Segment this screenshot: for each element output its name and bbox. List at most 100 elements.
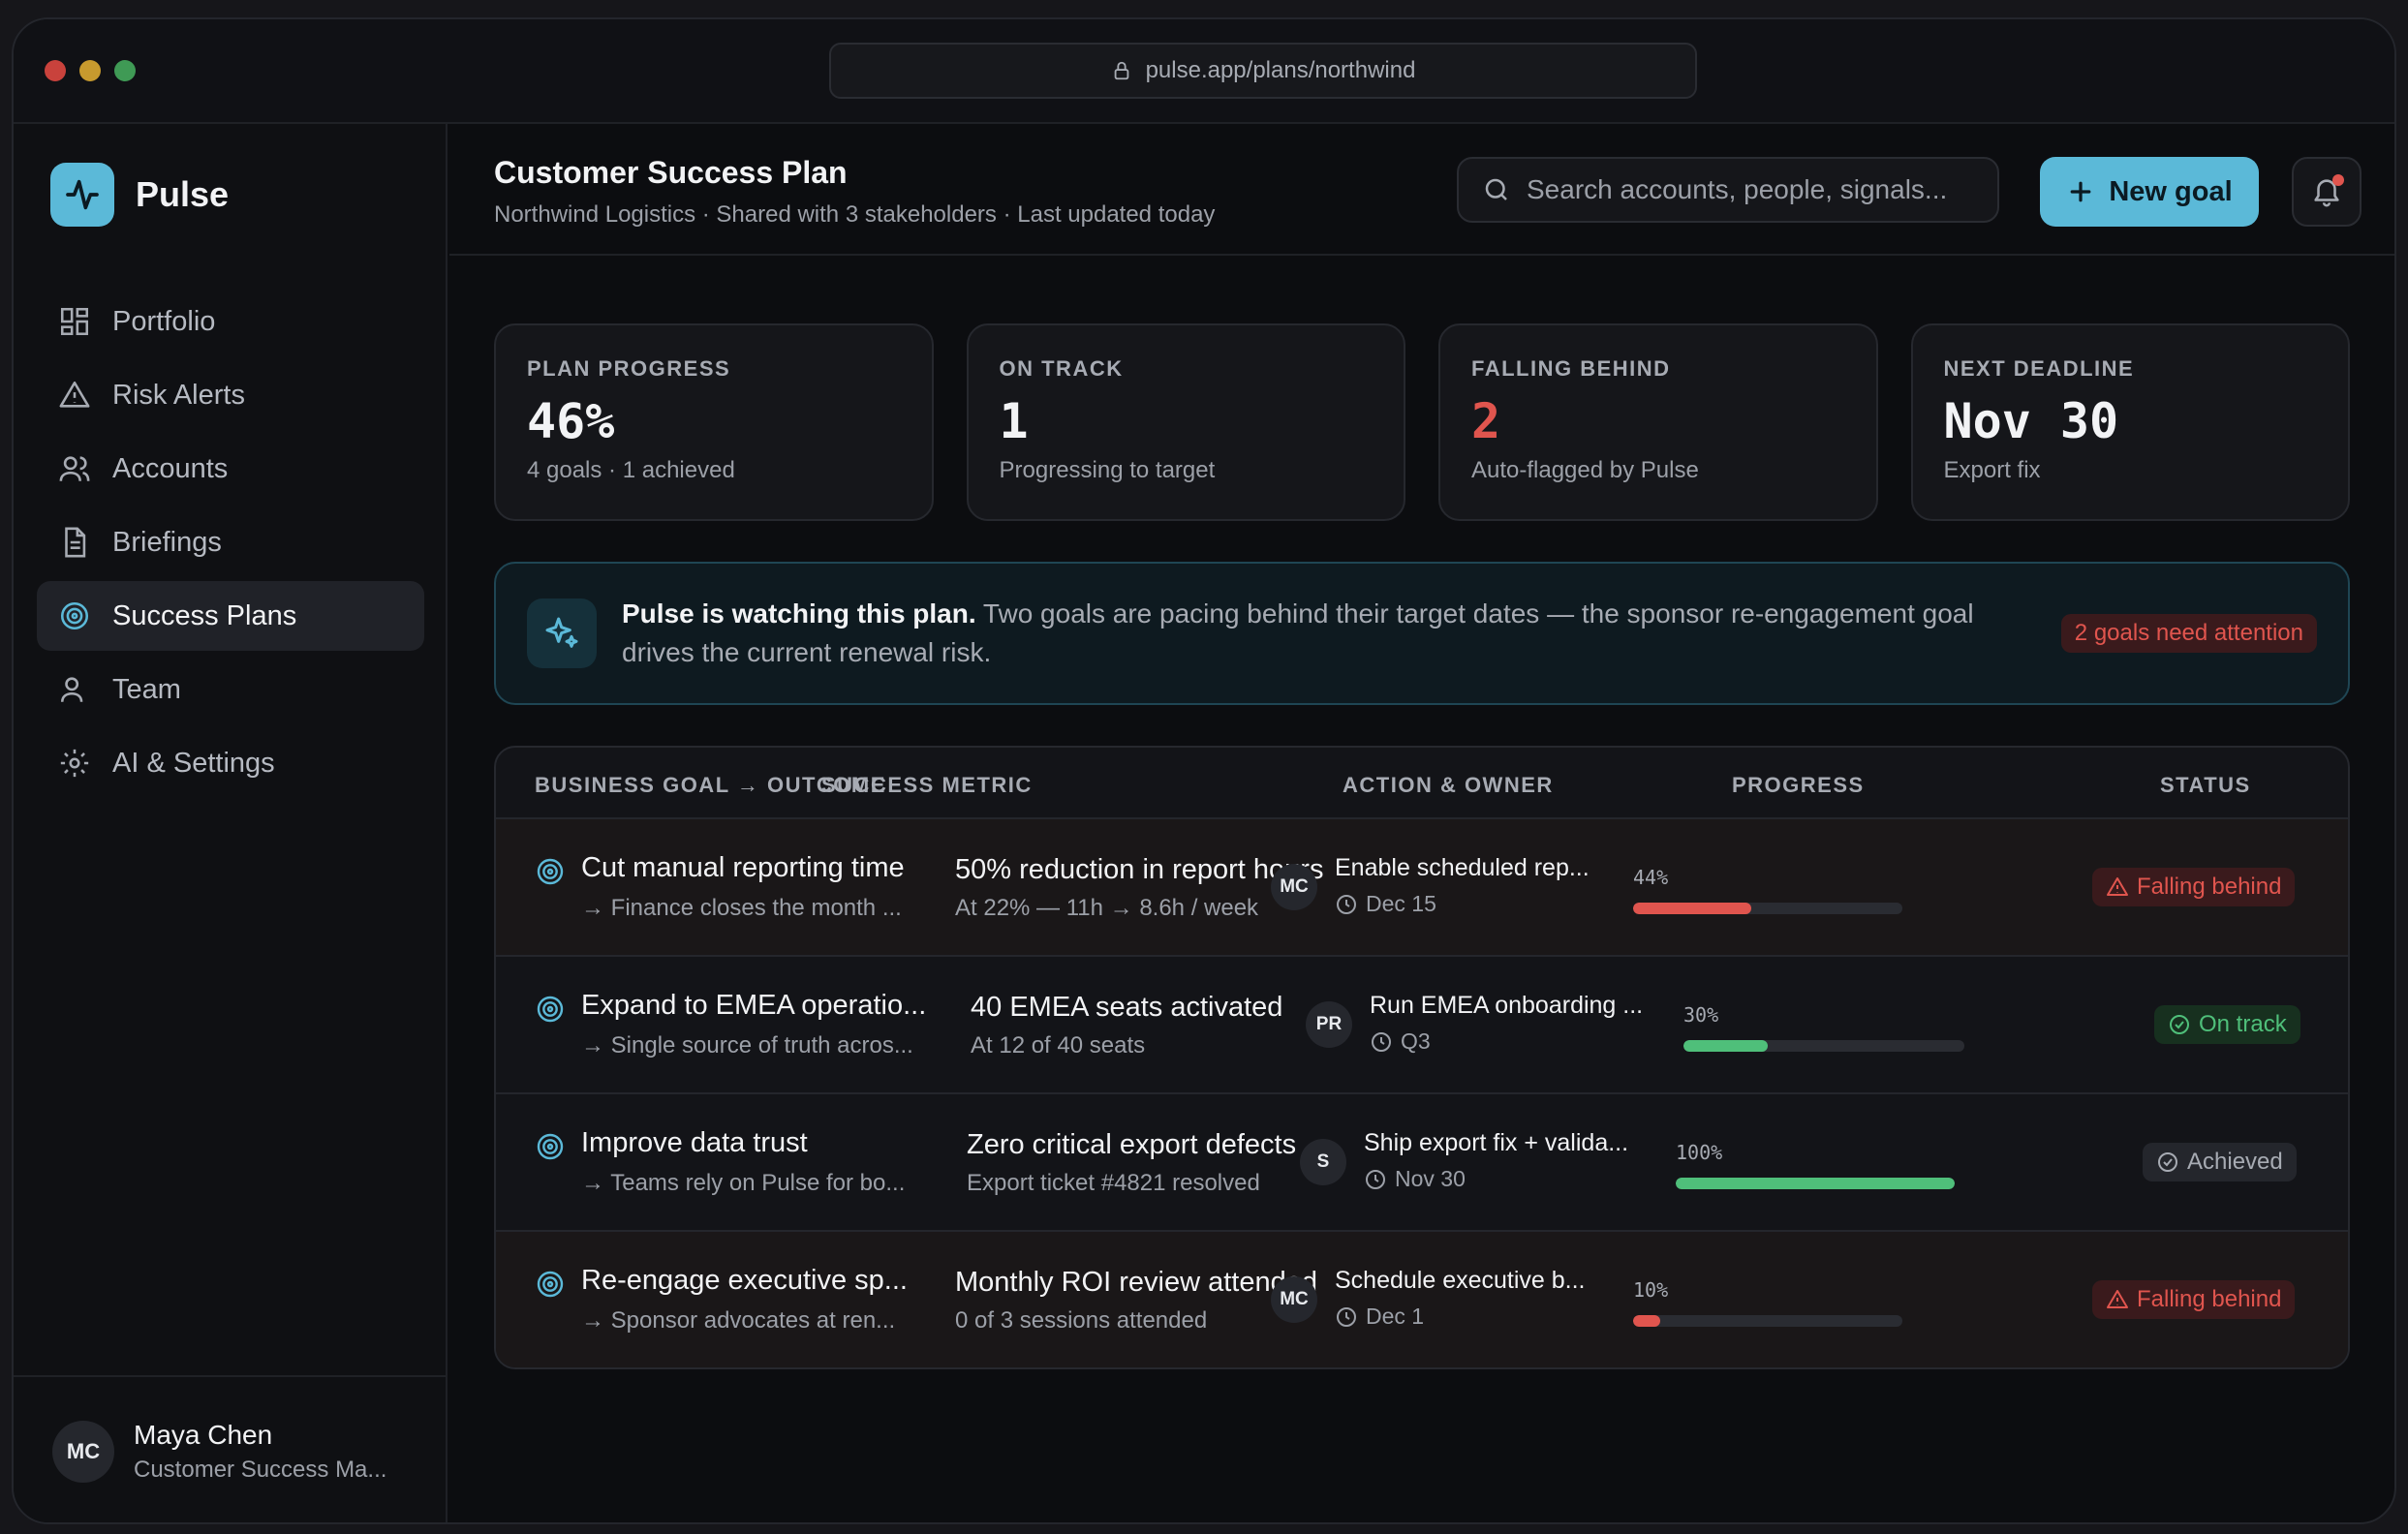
stats-row: PLAN PROGRESS 46% 4 goals · 1 achieved O… — [494, 323, 2350, 521]
goal-title: Re-engage executive sp... — [581, 1265, 908, 1296]
sidebar-item-briefings[interactable]: Briefings — [37, 507, 424, 577]
goals-table: BUSINESS GOAL → OUTCOME SUCCESS METRIC A… — [494, 746, 2350, 1369]
status-badge: Falling behind — [2092, 1280, 2296, 1319]
stat-card-next-deadline: NEXT DEADLINE Nov 30 Export fix — [1910, 323, 2350, 521]
action-due: Dec 15 — [1335, 891, 1436, 917]
notifications-button[interactable] — [2292, 157, 2362, 227]
progress-bar-fill — [1633, 1315, 1660, 1327]
user-profile[interactable]: MC Maya Chen Customer Success Ma... — [14, 1375, 446, 1522]
check-circle-icon — [2170, 1015, 2189, 1034]
action-title: Schedule executive b... — [1335, 1267, 1586, 1294]
stat-label: PLAN PROGRESS — [527, 356, 731, 381]
column-header-progress[interactable]: PROGRESS — [1732, 773, 1865, 797]
notification-dot — [2332, 174, 2344, 186]
due-date: Nov 30 — [1395, 1166, 1466, 1191]
sidebar-item-risk-alerts[interactable]: Risk Alerts — [37, 360, 424, 430]
page-title: Customer Success Plan — [494, 155, 848, 190]
search-icon — [1485, 178, 1507, 200]
goal-title: Cut manual reporting time — [581, 852, 905, 883]
column-header-goal[interactable]: BUSINESS GOAL → OUTCOME — [535, 773, 886, 797]
action-due: Q3 — [1370, 1028, 1431, 1055]
column-header-metric[interactable]: SUCCESS METRIC — [821, 773, 1033, 797]
metric-sub: At 22% — 11h → 8.6h / week — [955, 895, 1259, 921]
user-name: Maya Chen — [134, 1420, 273, 1450]
new-goal-button[interactable]: New goal — [2040, 157, 2259, 227]
column-header-status[interactable]: STATUS — [2160, 773, 2251, 797]
clock-icon — [1337, 1306, 1356, 1327]
sidebar-nav: Portfolio Risk Alerts Accounts Briefings… — [37, 287, 424, 802]
sidebar-item-portfolio[interactable]: Portfolio — [37, 287, 424, 356]
user-icon — [60, 677, 83, 702]
sidebar: Pulse Portfolio Risk Alerts Accounts Bri… — [14, 124, 448, 1522]
progress-bar-fill — [1683, 1040, 1768, 1052]
status-badge: Achieved — [2143, 1143, 2297, 1181]
action-due: Nov 30 — [1364, 1166, 1466, 1192]
maximize-window-button[interactable] — [114, 60, 136, 81]
search-box[interactable] — [1457, 157, 1999, 223]
stat-value: 1 — [999, 393, 1029, 449]
check-circle-icon — [2158, 1152, 2177, 1172]
insight-body: Two goals are pacing behind their target… — [622, 598, 1974, 667]
close-window-button[interactable] — [45, 60, 66, 81]
sidebar-item-ai-settings[interactable]: AI & Settings — [37, 728, 424, 798]
goal-outcome: → Sponsor advocates at ren... — [581, 1307, 896, 1334]
metric-title: 50% reduction in report hours — [955, 854, 1324, 885]
stat-sub: 4 goals · 1 achieved — [527, 457, 735, 483]
sidebar-item-success-plans[interactable]: Success Plans — [37, 581, 424, 651]
avatar: MC — [52, 1421, 114, 1483]
sidebar-item-accounts[interactable]: Accounts — [37, 434, 424, 504]
sparkle-icon — [527, 598, 597, 668]
search-input[interactable] — [1527, 174, 1997, 205]
progress-percent: 44% — [1633, 866, 1669, 889]
sidebar-item-label: Success Plans — [112, 599, 297, 631]
due-date: Dec 1 — [1366, 1304, 1425, 1329]
plus-icon — [2070, 181, 2091, 202]
column-header-action[interactable]: ACTION & OWNER — [1343, 773, 1554, 797]
document-icon — [65, 527, 86, 558]
progress-percent: 30% — [1683, 1003, 1719, 1027]
stat-value: 46% — [527, 393, 615, 449]
table-row[interactable]: Improve data trust → Teams rely on Pulse… — [496, 1094, 2348, 1232]
clock-icon — [1337, 894, 1356, 914]
metric-sub: 0 of 3 sessions attended — [955, 1307, 1208, 1334]
metric-title: Zero critical export defects — [967, 1129, 1297, 1160]
attention-badge[interactable]: 2 goals need attention — [2060, 614, 2317, 653]
warning-icon — [59, 381, 90, 408]
progress-bar — [1676, 1178, 1955, 1189]
metric-sub: At 12 of 40 seats — [971, 1032, 1146, 1058]
stat-card-plan-progress: PLAN PROGRESS 46% 4 goals · 1 achieved — [494, 323, 934, 521]
progress-bar-fill — [1676, 1178, 1955, 1189]
sidebar-item-team[interactable]: Team — [37, 655, 424, 724]
table-row[interactable]: Cut manual reporting time → Finance clos… — [496, 819, 2348, 957]
ai-insight-banner: Pulse is watching this plan. Two goals a… — [494, 562, 2350, 705]
stat-value: Nov 30 — [1943, 393, 2119, 449]
table-row[interactable]: Expand to EMEA operatio... → Single sour… — [496, 957, 2348, 1094]
stat-label: ON TRACK — [999, 356, 1124, 381]
goal-outcome: → Single source of truth acros... — [581, 1032, 913, 1058]
sidebar-item-label: AI & Settings — [112, 747, 275, 779]
stat-label: NEXT DEADLINE — [1943, 356, 2135, 381]
status-badge: Falling behind — [2092, 868, 2296, 906]
due-date: Q3 — [1401, 1028, 1431, 1054]
status-label: Falling behind — [2137, 1286, 2282, 1312]
brand-name: Pulse — [136, 174, 230, 214]
stat-card-on-track: ON TRACK 1 Progressing to target — [966, 323, 1405, 521]
lock-icon — [1114, 61, 1128, 80]
progress-percent: 10% — [1633, 1278, 1669, 1302]
minimize-window-button[interactable] — [79, 60, 101, 81]
owner-avatar: S — [1300, 1139, 1346, 1185]
metric-sub: Export ticket #4821 resolved — [967, 1170, 1260, 1196]
progress-bar — [1633, 1315, 1902, 1327]
status-badge: On track — [2154, 1005, 2300, 1044]
progress-bar — [1633, 903, 1902, 914]
sidebar-item-label: Briefings — [112, 526, 222, 558]
progress-bar-fill — [1633, 903, 1752, 914]
address-bar[interactable]: pulse.app/plans/northwind — [829, 43, 1697, 99]
target-icon — [537, 996, 564, 1023]
stat-sub: Auto-flagged by Pulse — [1471, 457, 1699, 483]
url-text: pulse.app/plans/northwind — [1145, 57, 1416, 83]
stat-value: 2 — [1471, 393, 1501, 449]
table-row[interactable]: Re-engage executive sp... → Sponsor advo… — [496, 1232, 2348, 1367]
metric-title: 40 EMEA seats activated — [971, 992, 1283, 1023]
brand[interactable]: Pulse — [50, 163, 229, 227]
